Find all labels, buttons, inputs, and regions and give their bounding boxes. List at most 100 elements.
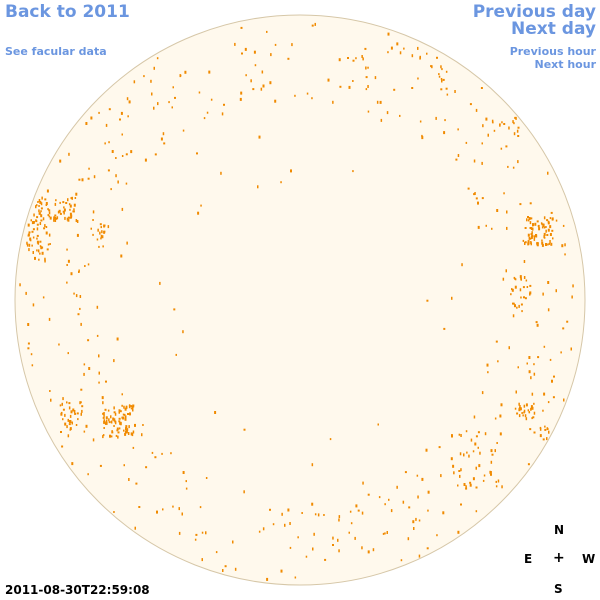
facula-speck xyxy=(457,484,459,487)
facula-speck xyxy=(128,478,130,481)
facula-speck xyxy=(531,231,533,235)
facula-speck xyxy=(526,362,528,365)
facula-speck xyxy=(125,425,128,429)
facula-speck xyxy=(126,428,129,432)
facula-speck xyxy=(287,508,290,512)
facula-speck xyxy=(33,221,35,224)
facula-speck xyxy=(543,216,546,220)
facula-speck xyxy=(62,397,64,401)
facula-speck xyxy=(127,432,130,435)
facula-speck xyxy=(365,66,367,70)
facula-speck xyxy=(44,257,46,261)
facula-speck xyxy=(59,201,61,204)
previous-hour-link[interactable]: Previous hour xyxy=(509,45,596,58)
facula-speck xyxy=(170,452,172,455)
facula-speck xyxy=(124,416,127,418)
facula-speck xyxy=(31,230,34,233)
facula-speck xyxy=(27,347,30,350)
facula-speck xyxy=(108,418,110,422)
facula-speck xyxy=(69,216,71,219)
facula-speck xyxy=(111,150,114,153)
facula-speck xyxy=(50,398,52,402)
facula-speck xyxy=(551,229,554,232)
facula-speck xyxy=(45,226,48,228)
facula-speck xyxy=(100,226,102,229)
facula-speck xyxy=(473,159,476,163)
next-hour-link[interactable]: Next hour xyxy=(534,58,597,71)
facula-speck xyxy=(44,198,47,201)
facula-speck xyxy=(379,100,382,104)
facula-speck xyxy=(306,92,309,95)
facula-speck xyxy=(274,99,277,103)
facula-speck xyxy=(367,550,370,554)
facula-speck xyxy=(534,222,537,226)
facula-speck xyxy=(523,276,526,279)
facula-speck xyxy=(70,216,72,219)
back-to-year-link[interactable]: Back to 2011 xyxy=(5,2,130,22)
facula-speck xyxy=(100,237,102,240)
previous-day-link[interactable]: Previous day xyxy=(472,2,596,22)
facula-speck xyxy=(31,364,34,367)
facula-speck xyxy=(107,225,110,229)
facula-speck xyxy=(253,50,256,54)
facula-speck xyxy=(55,199,57,202)
facula-speck xyxy=(45,202,48,205)
facula-speck xyxy=(547,221,550,225)
facula-speck xyxy=(36,249,38,252)
facula-speck xyxy=(73,203,76,207)
facula-speck xyxy=(543,392,546,396)
facula-speck xyxy=(481,161,483,165)
facula-speck xyxy=(465,485,467,489)
facula-speck xyxy=(496,209,499,212)
facula-speck xyxy=(75,192,78,196)
facula-speck xyxy=(461,263,463,267)
facula-speck xyxy=(473,415,476,419)
facula-speck xyxy=(240,91,243,95)
facula-speck xyxy=(338,58,341,62)
facula-speck xyxy=(98,111,100,114)
facula-speck xyxy=(257,185,259,189)
facula-speck xyxy=(564,243,566,247)
facula-speck xyxy=(442,511,445,515)
facula-speck xyxy=(529,202,532,205)
facula-speck xyxy=(386,111,389,115)
facula-speck xyxy=(500,147,503,150)
facula-speck xyxy=(125,182,128,185)
facula-speck xyxy=(174,96,176,99)
facula-speck xyxy=(386,531,388,534)
facula-speck xyxy=(125,430,128,434)
next-day-link[interactable]: Next day xyxy=(511,19,596,39)
facula-speck xyxy=(352,170,354,173)
facula-speck xyxy=(408,506,411,509)
facula-speck xyxy=(372,548,375,552)
facula-speck xyxy=(36,227,39,231)
facula-speck xyxy=(41,251,44,255)
facula-speck xyxy=(312,547,314,551)
facula-speck xyxy=(538,227,541,231)
facula-speck xyxy=(151,451,154,454)
facula-speck xyxy=(332,544,334,546)
facula-speck xyxy=(60,431,62,433)
facula-speck xyxy=(185,480,187,483)
facula-speck xyxy=(531,392,534,396)
facula-speck xyxy=(104,408,107,411)
facula-speck xyxy=(520,278,522,281)
facula-speck xyxy=(523,260,526,263)
facula-speck xyxy=(102,245,104,248)
facula-speck xyxy=(530,236,533,239)
facula-speck xyxy=(301,512,303,514)
facula-speck xyxy=(421,136,424,140)
facula-speck xyxy=(530,242,532,246)
facula-speck xyxy=(537,225,540,228)
facula-speck xyxy=(76,233,79,237)
facula-speck xyxy=(57,211,60,214)
facula-speck xyxy=(570,347,572,351)
facula-speck xyxy=(269,508,271,511)
facula-speck xyxy=(87,177,90,180)
see-facular-data-link[interactable]: See facular data xyxy=(5,45,107,58)
facula-speck xyxy=(222,569,224,572)
facula-speck xyxy=(71,462,74,466)
facula-speck xyxy=(507,165,509,168)
facula-speck xyxy=(522,239,525,242)
